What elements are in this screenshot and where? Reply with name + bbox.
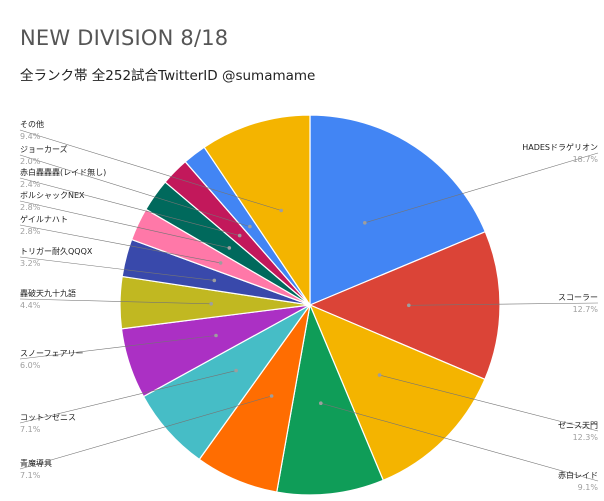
leader-line	[19, 370, 237, 424]
leader-line	[19, 224, 221, 264]
slice-label: HADESドラゲリオン	[522, 142, 598, 152]
leader-line	[19, 335, 217, 360]
leader-line	[19, 298, 212, 305]
leader-dot	[319, 401, 323, 406]
leader-line	[19, 395, 272, 470]
slice-label: ゼニス天門	[558, 420, 598, 430]
chart-title: NEW DIVISION 8/18	[20, 26, 229, 50]
leader-dot	[248, 224, 252, 229]
slice-label: スノーフェアリー	[20, 349, 84, 358]
pie-slice	[276, 302, 385, 496]
slice-label: スコーラー	[558, 293, 598, 302]
leader-line	[19, 177, 240, 236]
slice-label: その他	[20, 119, 44, 129]
leader-line	[19, 129, 282, 211]
slice-percent: 6.0%	[20, 361, 41, 370]
leader-line	[408, 302, 599, 306]
leader-line	[379, 374, 599, 432]
leader-dot	[363, 221, 367, 225]
chart-subtitle: 全ランク帯 全252試合TwitterID @sumamame	[20, 68, 316, 84]
pie-slice	[308, 230, 501, 381]
leader-dot	[279, 208, 284, 213]
leader-line	[19, 200, 230, 249]
slice-label: ジョーカーズ	[20, 144, 68, 154]
slice-percent: 2.8%	[20, 227, 41, 236]
leader-dot	[269, 394, 274, 398]
slice-label: 轟破天九十九語	[20, 288, 76, 298]
leader-line	[19, 154, 250, 227]
slice-percent: 7.1%	[20, 425, 41, 434]
pie-slice	[309, 114, 487, 306]
slice-percent: 12.7%	[573, 305, 599, 314]
slice-label: 青魔導具	[20, 458, 52, 468]
pie-slice	[203, 114, 311, 307]
slice-percent: 4.4%	[20, 301, 41, 310]
slice-percent: 9.4%	[20, 132, 41, 141]
leader-dot	[377, 373, 382, 377]
pie-slice	[308, 303, 486, 482]
leader-line	[320, 402, 599, 482]
slice-percent: 7.1%	[20, 471, 41, 480]
slice-label: ボルシャックNEX	[20, 191, 85, 200]
leader-line	[19, 256, 215, 281]
slice-label: 赤白レイド	[558, 470, 598, 480]
leader-dot	[237, 233, 242, 238]
leader-dot	[407, 303, 411, 308]
leader-dot	[234, 368, 238, 373]
slice-label: トリガー耐久QQQX	[20, 246, 93, 256]
slice-percent: 18.7%	[573, 155, 599, 164]
slice-label: ゲイルナハト	[20, 214, 68, 224]
leader-dot	[227, 246, 232, 250]
slice-percent: 9.1%	[578, 483, 599, 492]
slice-percent: 12.3%	[573, 433, 599, 442]
slice-percent: 2.4%	[20, 180, 41, 189]
slice-percent: 2.0%	[20, 157, 41, 166]
leader-dot	[209, 302, 213, 306]
leader-line	[364, 152, 599, 224]
leader-dot	[218, 261, 223, 265]
slice-label: 赤白轟轟轟(レイド無し)	[20, 167, 106, 177]
slice-percent: 3.2%	[20, 259, 41, 268]
leader-dot	[214, 333, 218, 338]
leader-dot	[212, 278, 217, 283]
slice-percent: 2.8%	[20, 203, 41, 212]
slice-label: コットンゼニス	[20, 412, 76, 422]
